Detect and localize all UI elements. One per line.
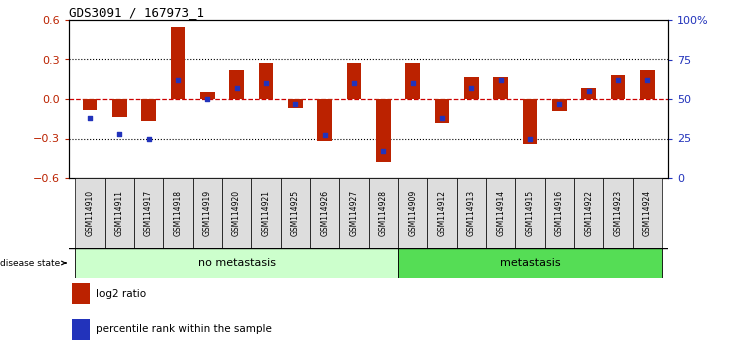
Bar [72,283,91,304]
Text: GSM114909: GSM114909 [408,190,417,236]
Point [260,80,272,86]
Bar [318,99,332,141]
Bar [134,178,164,248]
Point [143,136,155,141]
Text: GSM114916: GSM114916 [555,190,564,236]
Bar [486,178,515,248]
Bar [280,178,310,248]
Point [377,148,389,154]
Text: GSM114918: GSM114918 [174,190,182,236]
Bar [457,178,486,248]
Text: percentile rank within the sample: percentile rank within the sample [96,324,272,334]
Bar [493,76,508,99]
Text: GSM114911: GSM114911 [115,190,123,236]
Bar [611,75,626,99]
Point [319,132,331,138]
Bar [112,99,126,118]
Text: GSM114914: GSM114914 [496,190,505,236]
Bar [464,76,479,99]
Text: GSM114921: GSM114921 [261,190,270,236]
Point [348,80,360,86]
Text: no metastasis: no metastasis [198,258,276,268]
Text: GDS3091 / 167973_1: GDS3091 / 167973_1 [69,6,204,19]
Bar [229,70,244,99]
Text: metastasis: metastasis [500,258,561,268]
Bar [339,178,369,248]
Bar [552,99,566,111]
Bar [310,178,339,248]
Text: disease state: disease state [0,258,66,268]
Bar [171,27,185,99]
Bar [251,178,280,248]
Text: GSM114928: GSM114928 [379,190,388,236]
Bar [633,178,662,248]
Point [231,85,242,91]
Text: GSM114919: GSM114919 [203,190,212,236]
Bar [141,99,156,121]
Text: GSM114912: GSM114912 [437,190,447,236]
Bar [434,99,450,123]
Text: GSM114926: GSM114926 [320,190,329,236]
Point [172,77,184,83]
Point [436,115,447,121]
Bar [604,178,633,248]
Text: GSM114915: GSM114915 [526,190,534,236]
Point [583,88,594,94]
Bar [200,92,215,99]
Text: log2 ratio: log2 ratio [96,289,147,299]
Bar [164,178,193,248]
Bar [405,63,420,99]
Bar [515,178,545,248]
Bar [222,178,251,248]
Text: GSM114913: GSM114913 [467,190,476,236]
Bar [545,178,574,248]
Point [495,77,507,83]
Bar [369,178,398,248]
Point [407,80,418,86]
Text: GSM114922: GSM114922 [584,190,593,236]
Bar [574,178,604,248]
Bar [288,99,303,108]
Text: GSM114910: GSM114910 [85,190,94,236]
Bar [347,63,361,99]
Bar [398,178,427,248]
Text: GSM114917: GSM114917 [144,190,153,236]
Text: GSM114923: GSM114923 [614,190,623,236]
Bar [398,248,662,278]
Point [290,101,301,107]
Point [466,85,477,91]
Text: GSM114925: GSM114925 [291,190,300,236]
Point [84,115,96,121]
Bar [72,319,91,340]
Bar [427,178,457,248]
Bar [581,88,596,99]
Point [524,136,536,141]
Text: GSM114924: GSM114924 [643,190,652,236]
Point [553,101,565,107]
Point [201,96,213,102]
Text: GSM114927: GSM114927 [350,190,358,236]
Bar [75,248,398,278]
Bar [75,178,104,248]
Bar [640,70,655,99]
Point [113,131,125,137]
Bar [193,178,222,248]
Bar [523,99,537,144]
Bar [82,99,97,109]
Bar [258,63,273,99]
Text: GSM114920: GSM114920 [232,190,241,236]
Point [612,77,624,83]
Bar [104,178,134,248]
Bar [376,99,391,162]
Point [642,77,653,83]
